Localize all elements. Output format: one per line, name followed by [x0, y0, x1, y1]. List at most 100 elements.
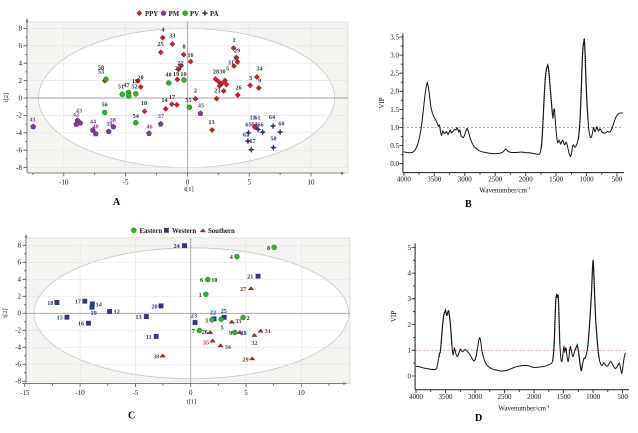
svg-text:41: 41 — [30, 117, 36, 124]
svg-text:2000: 2000 — [519, 176, 534, 184]
svg-text:2000: 2000 — [527, 393, 542, 401]
svg-text:64: 64 — [269, 114, 275, 121]
svg-text:-5: -5 — [132, 389, 138, 397]
svg-text:4000: 4000 — [397, 176, 412, 184]
svg-text:23: 23 — [191, 313, 197, 320]
svg-text:22: 22 — [177, 60, 183, 67]
svg-text:58: 58 — [98, 65, 104, 72]
svg-text:D: D — [475, 413, 482, 424]
svg-text:1000: 1000 — [580, 176, 595, 184]
svg-text:3: 3 — [205, 317, 208, 324]
svg-text:Western: Western — [172, 228, 196, 235]
svg-text:61: 61 — [254, 115, 260, 122]
svg-text:1: 1 — [408, 347, 412, 355]
svg-text:Eastern: Eastern — [140, 228, 163, 235]
svg-text:25: 25 — [221, 308, 227, 315]
svg-text:3: 3 — [408, 295, 412, 303]
svg-text:-4: -4 — [15, 344, 21, 352]
svg-text:16: 16 — [78, 321, 84, 328]
svg-text:2: 2 — [18, 293, 22, 301]
svg-text:19: 19 — [91, 310, 97, 317]
svg-text:7: 7 — [192, 328, 195, 335]
svg-text:24: 24 — [174, 243, 180, 250]
svg-text:3000: 3000 — [458, 176, 473, 184]
svg-text:-10: -10 — [75, 389, 85, 397]
svg-text:1.0: 1.0 — [390, 124, 399, 132]
svg-text:3500: 3500 — [439, 393, 454, 401]
svg-text:5: 5 — [247, 179, 251, 187]
svg-text:33: 33 — [235, 318, 241, 325]
svg-text:500: 500 — [612, 176, 623, 184]
svg-text:1: 1 — [199, 292, 202, 299]
svg-text:5: 5 — [220, 324, 223, 331]
svg-text:34: 34 — [225, 344, 231, 351]
svg-text:-5: -5 — [123, 179, 129, 187]
svg-text:500: 500 — [617, 393, 628, 401]
svg-text:31: 31 — [228, 59, 234, 66]
svg-text:2: 2 — [246, 315, 249, 322]
svg-text:PPY: PPY — [145, 11, 158, 18]
svg-text:19: 19 — [132, 78, 138, 85]
svg-text:14: 14 — [161, 97, 167, 104]
svg-text:3.0: 3.0 — [390, 52, 399, 60]
svg-text:23: 23 — [214, 88, 220, 95]
svg-text:30: 30 — [153, 353, 159, 360]
svg-text:44: 44 — [90, 119, 96, 126]
svg-text:B: B — [465, 199, 472, 210]
svg-text:8: 8 — [267, 245, 270, 252]
svg-text:PV: PV — [190, 11, 199, 18]
svg-text:t[1]: t[1] — [187, 399, 196, 406]
svg-text:42: 42 — [73, 112, 79, 119]
svg-text:1: 1 — [232, 37, 235, 44]
svg-text:31: 31 — [265, 328, 271, 335]
svg-text:5: 5 — [408, 244, 412, 252]
svg-text:62: 62 — [243, 132, 249, 139]
svg-text:1500: 1500 — [557, 393, 572, 401]
svg-text:13: 13 — [208, 119, 214, 126]
svg-text:A: A — [113, 197, 121, 208]
svg-text:17: 17 — [169, 94, 175, 101]
svg-text:22: 22 — [210, 309, 216, 316]
svg-text:10: 10 — [180, 71, 186, 78]
svg-text:3.5: 3.5 — [390, 33, 399, 41]
svg-text:18: 18 — [141, 100, 147, 107]
svg-text:20: 20 — [137, 75, 143, 82]
svg-text:10: 10 — [211, 277, 217, 284]
svg-text:VIP: VIP — [390, 311, 398, 322]
svg-text:9: 9 — [229, 330, 232, 337]
svg-text:38: 38 — [110, 117, 116, 124]
svg-text:37: 37 — [158, 113, 164, 120]
svg-text:28: 28 — [240, 330, 246, 337]
svg-text:1.5: 1.5 — [390, 106, 399, 114]
svg-text:6: 6 — [19, 42, 23, 50]
svg-text:-8: -8 — [16, 164, 22, 172]
svg-text:8: 8 — [18, 242, 22, 250]
svg-text:-2: -2 — [16, 112, 22, 120]
svg-text:19: 19 — [173, 71, 179, 78]
svg-text:2500: 2500 — [488, 176, 503, 184]
svg-text:29: 29 — [234, 47, 240, 54]
svg-text:-2: -2 — [15, 327, 21, 335]
svg-text:t[2]: t[2] — [3, 93, 10, 102]
svg-text:5: 5 — [226, 66, 229, 73]
svg-text:9: 9 — [258, 77, 261, 84]
svg-text:40: 40 — [92, 124, 98, 131]
svg-text:51: 51 — [118, 84, 124, 91]
svg-text:32: 32 — [251, 340, 257, 347]
svg-text:18: 18 — [47, 300, 53, 307]
svg-text:4: 4 — [161, 27, 164, 34]
svg-text:56: 56 — [102, 101, 108, 108]
svg-text:1000: 1000 — [586, 393, 601, 401]
svg-text:52: 52 — [131, 84, 137, 91]
svg-text:48: 48 — [165, 71, 171, 78]
svg-text:4: 4 — [408, 270, 412, 278]
svg-text:3500: 3500 — [427, 176, 442, 184]
svg-text:4: 4 — [19, 60, 23, 68]
svg-text:58: 58 — [270, 136, 276, 143]
svg-text:12: 12 — [114, 309, 120, 316]
svg-text:17: 17 — [75, 299, 81, 306]
svg-text:3000: 3000 — [468, 393, 483, 401]
svg-text:34: 34 — [256, 65, 262, 72]
svg-text:14: 14 — [96, 302, 102, 309]
svg-text:8: 8 — [19, 25, 23, 33]
